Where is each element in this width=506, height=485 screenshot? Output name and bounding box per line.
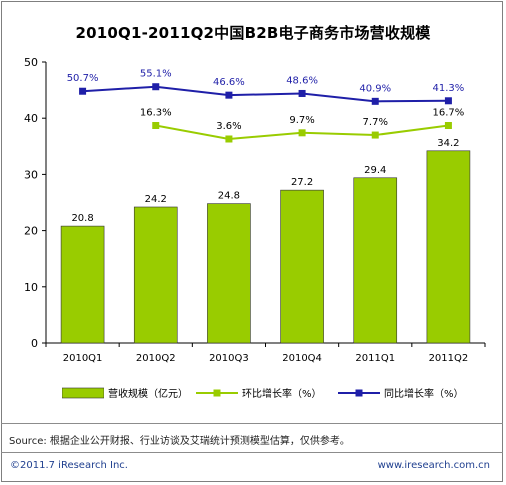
- legend-swatch-line-green-icon: [196, 389, 238, 396]
- yoy-point: [444, 97, 452, 105]
- qoq-point: [225, 135, 233, 143]
- bar-data-label: 27.2: [291, 177, 313, 188]
- bar-data-label: 24.8: [218, 191, 240, 202]
- legend-item-yoy: 同比增长率（%）: [338, 385, 464, 400]
- yoy-point: [79, 87, 87, 95]
- bar: [280, 189, 324, 344]
- chart-title: 2010Q1-2011Q2中国B2B电子商务市场营收规模: [75, 24, 431, 42]
- yoy-data-label: 46.6%: [213, 77, 245, 88]
- bar-data-label: 20.8: [71, 213, 93, 224]
- x-tick-label: 2010Q2: [136, 353, 176, 364]
- y-tick-label: 20: [24, 225, 38, 238]
- yoy-data-label: 48.6%: [286, 75, 318, 86]
- bar-data-label: 29.4: [364, 165, 386, 176]
- bar: [207, 203, 251, 344]
- yoy-data-label: 40.9%: [359, 83, 391, 94]
- legend-swatch-line-blue-icon: [338, 389, 380, 396]
- website: www.iresearch.com.cn: [377, 460, 490, 471]
- qoq-point: [371, 131, 379, 139]
- qoq-point: [298, 129, 306, 137]
- divider-top: [1, 423, 503, 424]
- qoq-point: [444, 122, 452, 130]
- y-tick-label: 40: [24, 112, 38, 125]
- x-tick-label: 2010Q1: [63, 353, 103, 364]
- y-tick-label: 50: [24, 56, 38, 69]
- legend-swatch-bar-icon: [62, 387, 104, 398]
- legend-item-revenue: 营收规模（亿元）: [62, 385, 188, 400]
- qoq-data-label: 7.7%: [363, 117, 388, 128]
- bar-data-label: 34.2: [437, 138, 459, 149]
- yoy-point: [225, 91, 233, 99]
- chart-legend: 营收规模（亿元） 环比增长率（%） 同比增长率（%）: [0, 385, 506, 401]
- y-tick-label: 0: [31, 337, 38, 350]
- yoy-point: [298, 89, 306, 97]
- legend-item-qoq: 环比增长率（%）: [196, 385, 322, 400]
- bar-data-label: 24.2: [145, 194, 167, 205]
- y-tick-label: 10: [24, 281, 38, 294]
- bar: [133, 206, 178, 344]
- copyright: ©2011.7 iResearch Inc.: [10, 460, 128, 471]
- x-tick-label: 2011Q2: [429, 353, 469, 364]
- yoy-point: [152, 83, 160, 91]
- x-tick-label: 2010Q3: [209, 353, 249, 364]
- bar: [353, 177, 398, 344]
- qoq-data-label: 9.7%: [289, 115, 314, 126]
- legend-label-qoq: 环比增长率（%）: [242, 389, 322, 400]
- x-tick-label: 2010Q4: [282, 353, 322, 364]
- qoq-data-label: 16.3%: [140, 108, 172, 119]
- qoq-data-label: 16.7%: [433, 108, 465, 119]
- bar: [60, 225, 105, 344]
- yoy-point: [371, 97, 379, 105]
- legend-label-yoy: 同比增长率（%）: [384, 389, 464, 400]
- y-tick-label: 30: [24, 168, 38, 181]
- x-tick-label: 2011Q1: [355, 353, 395, 364]
- yoy-data-label: 55.1%: [140, 69, 172, 80]
- qoq-point: [152, 122, 160, 130]
- divider-bottom: [1, 452, 503, 453]
- yoy-data-label: 50.7%: [67, 73, 99, 84]
- qoq-data-label: 3.6%: [216, 121, 241, 132]
- yoy-data-label: 41.3%: [433, 83, 465, 94]
- bar: [426, 150, 471, 344]
- yoy-line: [82, 85, 449, 103]
- source-note: Source: 根据企业公开财报、行业访谈及艾瑞统计预测模型估算，仅供参考。: [9, 436, 350, 447]
- legend-label-revenue: 营收规模（亿元）: [108, 389, 188, 400]
